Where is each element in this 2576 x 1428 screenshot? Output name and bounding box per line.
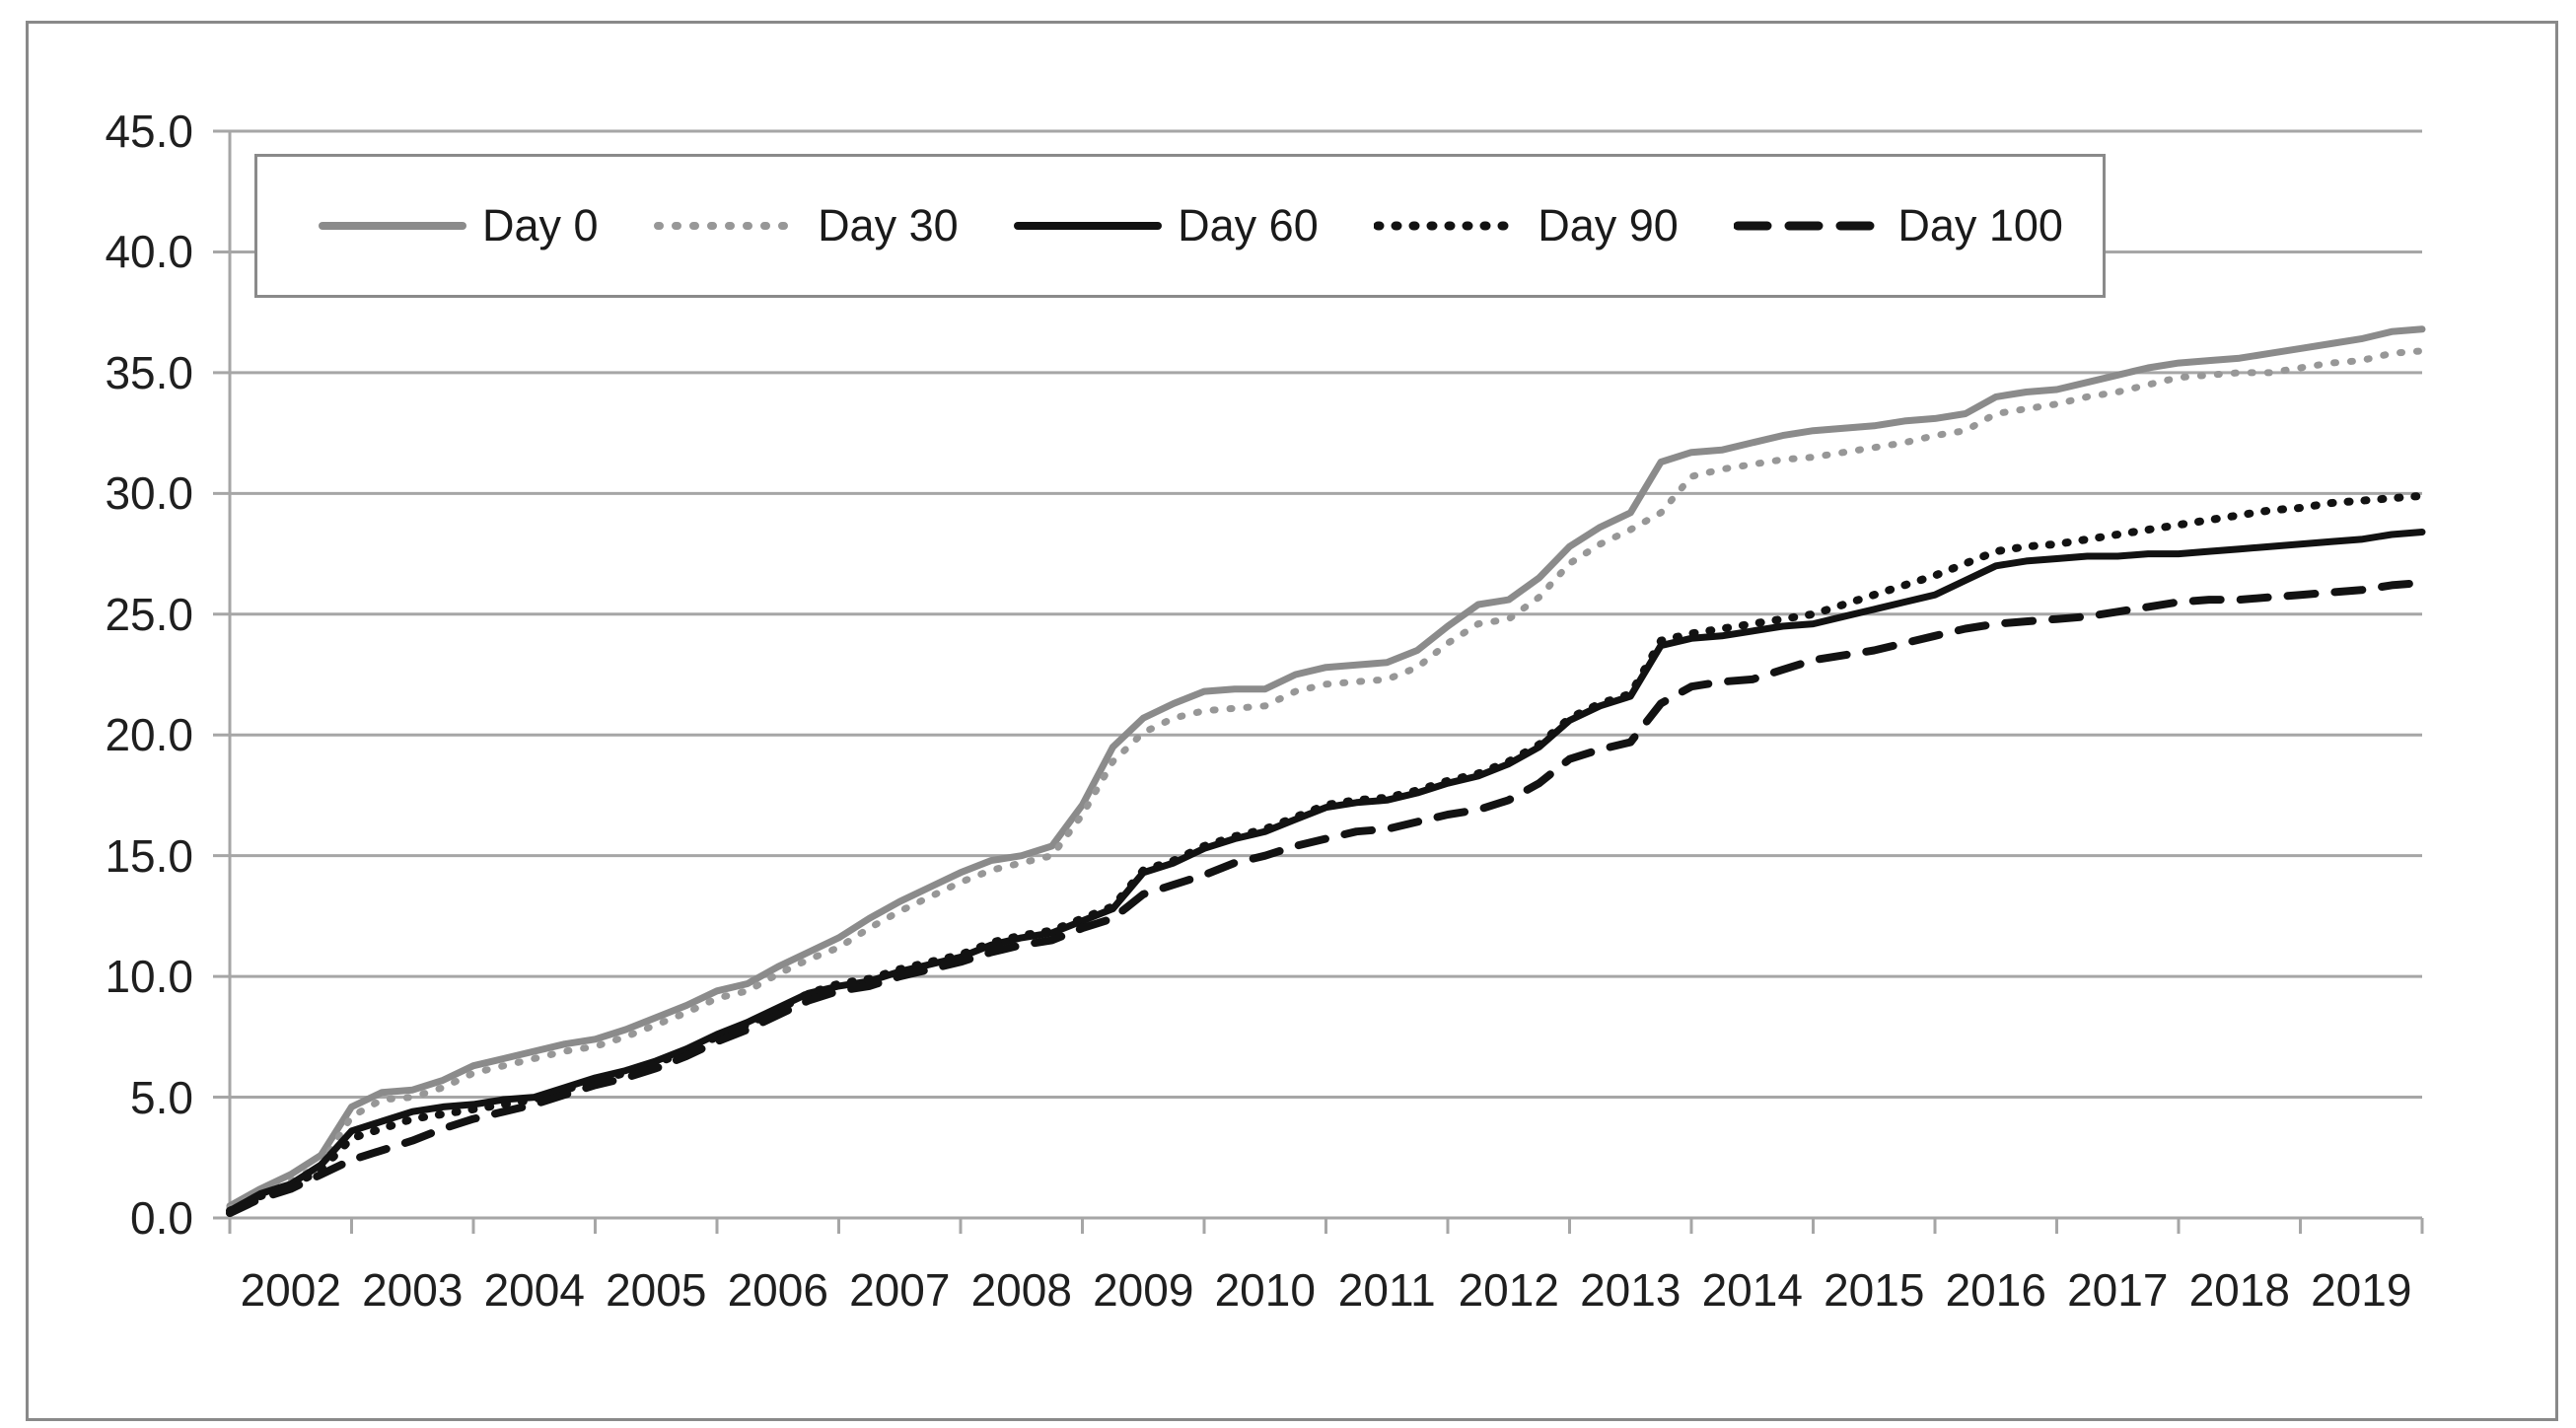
x-tick-label: 2004 <box>483 1264 585 1316</box>
x-tick-label: 2007 <box>849 1264 951 1316</box>
y-tick-label: 25.0 <box>105 588 193 640</box>
y-tick-label: 35.0 <box>105 346 193 398</box>
legend-label-day-60: Day 60 <box>1178 200 1319 250</box>
x-tick-label: 2011 <box>1337 1264 1436 1316</box>
legend-label-day-30: Day 30 <box>818 200 959 250</box>
legend-label-day-90: Day 90 <box>1538 200 1679 250</box>
x-tick-label: 2005 <box>606 1264 707 1316</box>
y-tick-label: 45.0 <box>105 106 193 157</box>
x-tick-label: 2013 <box>1580 1264 1682 1316</box>
legend: Day 0 Day 30 Day 60 Day 90 Day 100 <box>254 154 2106 298</box>
x-tick-label: 2003 <box>362 1264 464 1316</box>
x-tick-label: 2012 <box>1458 1264 1559 1316</box>
legend-label-day-0: Day 0 <box>482 200 599 250</box>
y-tick-label: 10.0 <box>105 951 193 1003</box>
x-tick-label: 2008 <box>970 1264 1072 1316</box>
series-line-day-100 <box>226 578 2426 1218</box>
legend-entry-day-0: Day 0 <box>319 200 599 251</box>
legend-entry-day-100: Day 100 <box>1734 200 2063 251</box>
y-tick-label: 0.0 <box>130 1192 193 1244</box>
x-tick-label: 2009 <box>1093 1264 1194 1316</box>
series-line-day-60 <box>226 529 2426 1215</box>
x-tick-label: 2016 <box>1945 1264 2046 1316</box>
x-tick-label: 2014 <box>1701 1264 1803 1316</box>
series-line-day-0 <box>226 325 2426 1210</box>
legend-entry-day-90: Day 90 <box>1374 200 1679 251</box>
y-tick-label: 5.0 <box>130 1071 193 1123</box>
series-line-day-30 <box>226 347 2426 1212</box>
x-tick-label: 2002 <box>240 1264 341 1316</box>
axes <box>228 131 2424 1234</box>
series-line-day-90 <box>226 491 2426 1215</box>
y-tick-label: 40.0 <box>105 226 193 278</box>
legend-label-day-100: Day 100 <box>1897 200 2063 250</box>
x-tick-label: 2017 <box>2067 1264 2169 1316</box>
y-tick-label: 20.0 <box>105 709 193 761</box>
legend-swatch-day-90-line-icon <box>1374 221 1523 231</box>
x-tick-label: 2018 <box>2188 1264 2290 1316</box>
y-tick-label: 30.0 <box>105 467 193 520</box>
x-tick-label: 2019 <box>2311 1264 2412 1316</box>
legend-entry-day-30: Day 30 <box>654 200 959 251</box>
legend-swatch-day-100-line-icon <box>1734 221 1883 231</box>
legend-swatch-day-30-line-icon <box>654 222 803 230</box>
legend-swatch-day-60-line-icon <box>1014 222 1163 230</box>
legend-swatch-day-0-line-icon <box>319 222 466 230</box>
legend-entry-day-60: Day 60 <box>1014 200 1319 251</box>
y-tick-label: 15.0 <box>105 829 193 882</box>
x-tick-label: 2015 <box>1824 1264 1925 1316</box>
x-tick-label: 2006 <box>727 1264 828 1316</box>
x-tick-label: 2010 <box>1214 1264 1316 1316</box>
